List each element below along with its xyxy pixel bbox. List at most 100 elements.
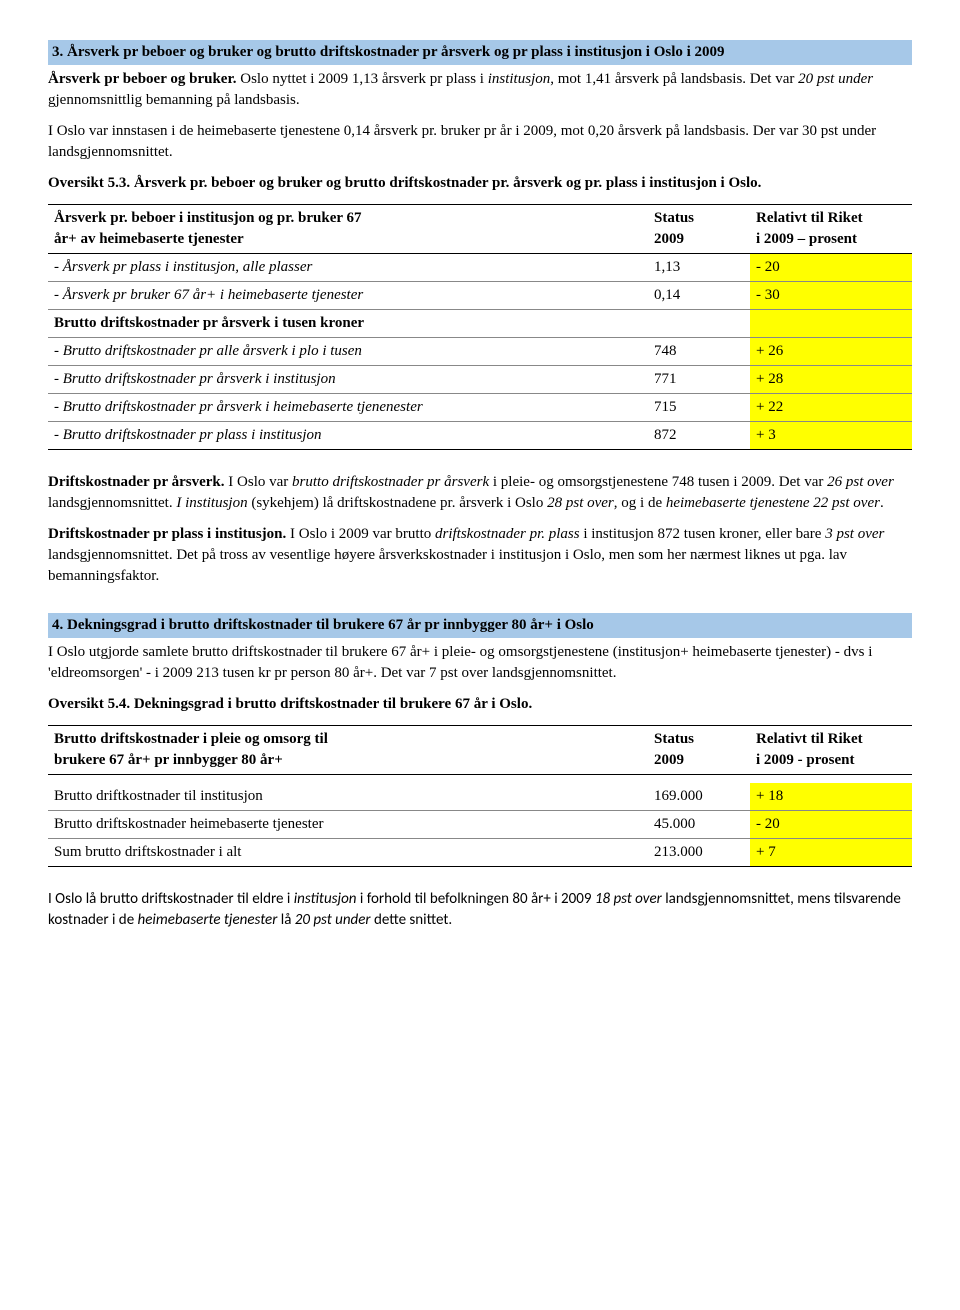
row-status: 1,13 — [648, 254, 750, 282]
oversikt-54: Oversikt 5.4. Dekningsgrad i brutto drif… — [48, 694, 912, 715]
section3-p3: Driftskostnader pr årsverk. I Oslo var b… — [48, 472, 912, 514]
p2-t2: i forhold til befolkningen 80 år+ i 2009 — [357, 890, 595, 908]
p3-t5: , og i de — [614, 495, 666, 511]
p2-i4: 20 pst under — [295, 911, 371, 929]
oversikt-53: Oversikt 5.3. Årsverk pr. beboer og bruk… — [48, 173, 912, 194]
p3-lead: Driftskostnader pr årsverk. — [48, 474, 225, 490]
p1-t3: gjennomsnittlig bemanning på landsbasis. — [48, 92, 300, 108]
row-rel: - 30 — [750, 282, 912, 310]
row-status: 45.000 — [648, 811, 750, 839]
p4-i2: 3 pst over — [825, 526, 884, 542]
row-label: Brutto driftskostnader heimebaserte tjen… — [48, 811, 648, 839]
row-rel: - 20 — [750, 811, 912, 839]
t54-h2b: 2009 — [654, 752, 684, 768]
table-row: - Brutto driftskostnader pr plass i inst… — [48, 422, 912, 450]
p2-i1: institusjon — [294, 890, 357, 908]
section4-header: 4. Dekningsgrad i brutto driftskostnader… — [48, 613, 912, 638]
row-rel: + 3 — [750, 422, 912, 450]
t54-h1: Brutto driftskostnader i pleie og omsorg… — [48, 726, 648, 775]
row-status: 771 — [648, 366, 750, 394]
spacer-row — [48, 775, 912, 784]
p1-i2: 20 pst under — [798, 71, 873, 87]
p2-t4: lå — [277, 911, 294, 929]
section3-p2: I Oslo var innstasen i de heimebaserte t… — [48, 121, 912, 163]
row-label: - Brutto driftskostnader pr årsverk i he… — [48, 394, 648, 422]
t54-h1b: brukere 67 år+ pr innbygger 80 år+ — [54, 752, 283, 768]
t53-h1a: Årsverk pr. beboer i institusjon og pr. … — [54, 210, 362, 226]
subhead-blank2 — [750, 310, 912, 338]
section3-p4: Driftskostnader pr plass i institusjon. … — [48, 524, 912, 587]
t54-h2: Status 2009 — [648, 726, 750, 775]
p1-t2: , mot 1,41 årsverk på landsbasis. Det va… — [550, 71, 798, 87]
t53-h3b: i 2009 – prosent — [756, 231, 857, 247]
row-rel: + 26 — [750, 338, 912, 366]
row-rel: + 22 — [750, 394, 912, 422]
row-rel: + 18 — [750, 783, 912, 811]
t53-h3a: Relativt til Riket — [756, 210, 863, 226]
p4-lead: Driftskostnader pr plass i institusjon. — [48, 526, 286, 542]
p3-t2: i pleie- og omsorgstjenestene 748 tusen … — [489, 474, 827, 490]
p3-t6: . — [880, 495, 884, 511]
t54-h1a: Brutto driftskostnader i pleie og omsorg… — [54, 731, 328, 747]
t54-h3: Relativt til Riket i 2009 - prosent — [750, 726, 912, 775]
p2-i3: heimebaserte tjenester — [138, 911, 278, 929]
row-rel: - 20 — [750, 254, 912, 282]
table-subhead: Brutto driftskostnader pr årsverk i tuse… — [48, 310, 912, 338]
table-row: - Brutto driftskostnader pr årsverk i he… — [48, 394, 912, 422]
p2-t5: dette snittet. — [371, 911, 453, 929]
p3-t4: (sykehjem) lå driftskostnadene pr. årsve… — [248, 495, 548, 511]
row-status: 169.000 — [648, 783, 750, 811]
row-status: 715 — [648, 394, 750, 422]
t53-h2a: Status — [654, 210, 694, 226]
p3-i1: brutto driftskostnader pr årsverk — [292, 474, 489, 490]
table-53: Årsverk pr. beboer i institusjon og pr. … — [48, 204, 912, 450]
section4-p2: I Oslo lå brutto driftskostnader til eld… — [48, 889, 912, 931]
row-status: 0,14 — [648, 282, 750, 310]
row-rel: + 7 — [750, 839, 912, 867]
t53-h3: Relativt til Riket i 2009 – prosent — [750, 205, 912, 254]
p4-i1: driftskostnader pr. plass — [435, 526, 580, 542]
section3-header: 3. Årsverk pr beboer og bruker og brutto… — [48, 40, 912, 65]
t53-h1: Årsverk pr. beboer i institusjon og pr. … — [48, 205, 648, 254]
row-label: - Årsverk pr plass i institusjon, alle p… — [48, 254, 648, 282]
table-row: Brutto driftskostnader heimebaserte tjen… — [48, 811, 912, 839]
section3-p1: Årsverk pr beboer og bruker. Oslo nyttet… — [48, 69, 912, 111]
row-label: - Brutto driftskostnader pr årsverk i in… — [48, 366, 648, 394]
subhead-label: Brutto driftskostnader pr årsverk i tuse… — [48, 310, 648, 338]
p4-t1: I Oslo i 2009 var brutto — [286, 526, 435, 542]
p2-i2: 18 pst over — [595, 890, 662, 908]
table-row: - Årsverk pr plass i institusjon, alle p… — [48, 254, 912, 282]
table-row: - Brutto driftskostnader pr alle årsverk… — [48, 338, 912, 366]
subhead-blank1 — [648, 310, 750, 338]
section4-p1: I Oslo utgjorde samlete brutto driftskos… — [48, 642, 912, 684]
p3-t3: landsgjennomsnittet. — [48, 495, 176, 511]
t53-h2b: 2009 — [654, 231, 684, 247]
table-54: Brutto driftskostnader i pleie og omsorg… — [48, 725, 912, 867]
p3-t1: I Oslo var — [225, 474, 293, 490]
row-label: - Brutto driftskostnader pr plass i inst… — [48, 422, 648, 450]
t54-h3a: Relativt til Riket — [756, 731, 863, 747]
p3-i2: 26 pst over — [827, 474, 894, 490]
p1-t1: Oslo nyttet i 2009 1,13 årsverk pr plass… — [236, 71, 487, 87]
row-status: 213.000 — [648, 839, 750, 867]
table-row: Brutto driftkostnader til institusjon 16… — [48, 783, 912, 811]
p3-i5: heimebaserte tjenestene 22 pst over — [666, 495, 880, 511]
p1-lead: Årsverk pr beboer og bruker. — [48, 71, 236, 87]
table-row: - Årsverk pr bruker 67 år+ i heimebasert… — [48, 282, 912, 310]
t54-h2a: Status — [654, 731, 694, 747]
p4-t3: landsgjennomsnittet. Det på tross av ves… — [48, 547, 847, 584]
t53-h1b: år+ av heimebaserte tjenester — [54, 231, 244, 247]
row-label: Brutto driftkostnader til institusjon — [48, 783, 648, 811]
row-label: Sum brutto driftskostnader i alt — [48, 839, 648, 867]
row-label: - Brutto driftskostnader pr alle årsverk… — [48, 338, 648, 366]
p3-i3: I institusjon — [176, 495, 247, 511]
table-row: Sum brutto driftskostnader i alt 213.000… — [48, 839, 912, 867]
t53-h2: Status 2009 — [648, 205, 750, 254]
row-status: 872 — [648, 422, 750, 450]
table-row: - Brutto driftskostnader pr årsverk i in… — [48, 366, 912, 394]
p3-i4: 28 pst over — [547, 495, 614, 511]
p4-t2: i institusjon 872 tusen kroner, eller ba… — [580, 526, 826, 542]
row-rel: + 28 — [750, 366, 912, 394]
row-status: 748 — [648, 338, 750, 366]
row-label: - Årsverk pr bruker 67 år+ i heimebasert… — [48, 282, 648, 310]
